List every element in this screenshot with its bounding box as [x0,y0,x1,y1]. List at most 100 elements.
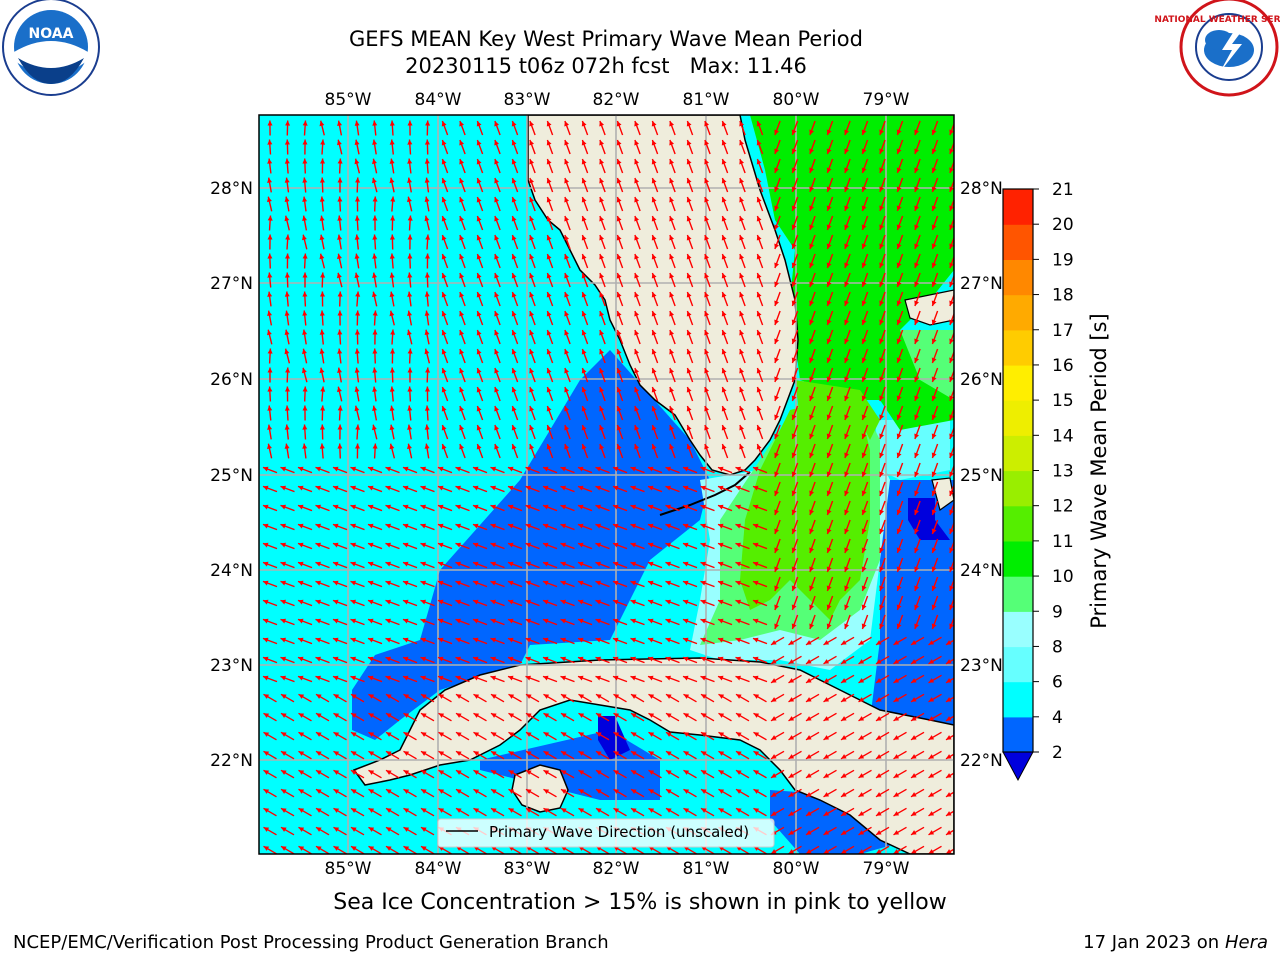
wave-arrow [372,120,378,136]
wave-arrow [350,466,365,474]
wave-arrow [420,580,435,588]
wave-arrow [420,561,435,569]
wave-arrow [756,348,764,364]
wave-arrow [683,693,697,703]
wave-arrow [861,367,869,383]
wave-arrow [914,538,921,554]
wave-arrow [949,216,954,231]
wave-arrow [437,675,453,683]
wave-arrow [315,712,330,722]
wave-arrow [861,386,869,402]
wave-arrow [630,693,645,703]
wave-arrow [350,523,365,531]
colorbar-tick-label: 2 [1052,743,1063,763]
wave-arrow [945,715,954,722]
wave-arrow [928,750,942,760]
wave-arrow [752,523,768,531]
wave-arrow [267,329,273,345]
wave-arrow [262,542,278,550]
wave-arrow [858,655,872,665]
wave-arrow [420,693,435,703]
wave-arrow [511,348,519,364]
wave-arrow [616,215,624,231]
wave-arrow [420,485,435,493]
wave-arrow [494,367,501,383]
wave-arrow [542,580,558,588]
wave-arrow [647,542,663,550]
wave-arrow [473,712,487,722]
wave-arrow [875,826,890,836]
wave-arrow [647,523,663,531]
wave-arrow [337,386,343,402]
wave-arrow [595,675,610,683]
wave-arrow [367,637,383,645]
wave-arrow [332,580,348,588]
wave-arrow [455,618,470,626]
wave-arrow [700,618,715,626]
wave-arrow [402,466,418,474]
wave-arrow [826,291,834,307]
wave-arrow [407,329,413,345]
wave-arrow [599,443,606,459]
wave-arrow [529,291,536,307]
wave-arrow [914,481,921,497]
wave-arrow [525,580,540,588]
wave-arrow [945,810,954,817]
wave-arrow [402,485,418,493]
wave-arrow [494,215,501,231]
wave-arrow [350,807,365,817]
lat-label-right: 22°N [960,751,1003,771]
wave-arrow [774,329,781,345]
wave-arrow [809,272,816,288]
wave-arrow [595,693,610,703]
wave-arrow [721,291,729,307]
wave-arrow [896,462,904,478]
wave-arrow [280,637,295,645]
wave-arrow [612,485,628,493]
wave-arrow [879,348,886,364]
wave-arrow [407,234,413,250]
wave-arrow [914,234,921,250]
wave-arrow [700,504,715,512]
wave-arrow [809,158,816,174]
wave-arrow [564,253,571,269]
wave-arrow [420,504,435,512]
wave-arrow [420,731,435,741]
wave-arrow [651,291,659,307]
wave-arrow [931,329,939,345]
wave-arrow [599,386,606,402]
wave-arrow [280,542,295,550]
wave-arrow [350,504,365,512]
wave-arrow [402,523,418,531]
wave-arrow [599,405,606,421]
wave-arrow [704,367,711,383]
wave-arrow [861,291,869,307]
wave-arrow [896,272,904,288]
wave-arrow [931,500,939,516]
wave-arrow [490,485,505,493]
wave-arrow [490,561,505,569]
wave-arrow [389,291,395,307]
wave-arrow [262,656,278,664]
wave-arrow [262,599,278,607]
wave-arrow [280,618,295,626]
wave-arrow [285,386,290,402]
wave-arrow [385,504,400,512]
wave-arrow [931,291,939,307]
wave-arrow [809,215,816,231]
wave-arrow [407,196,413,212]
wave-arrow [420,769,435,779]
wave-arrow [315,466,330,474]
wave-arrow [578,750,592,760]
wave-arrow [861,462,869,478]
wave-arrow [739,310,746,326]
wave-arrow [367,618,383,626]
wave-arrow [298,769,312,779]
wave-arrow [669,215,676,231]
wave-arrow [844,253,851,269]
wave-arrow [297,504,313,512]
wave-arrow [721,310,729,326]
wave-arrow [285,253,290,269]
wave-arrow [529,120,536,136]
wave-arrow [893,845,907,854]
